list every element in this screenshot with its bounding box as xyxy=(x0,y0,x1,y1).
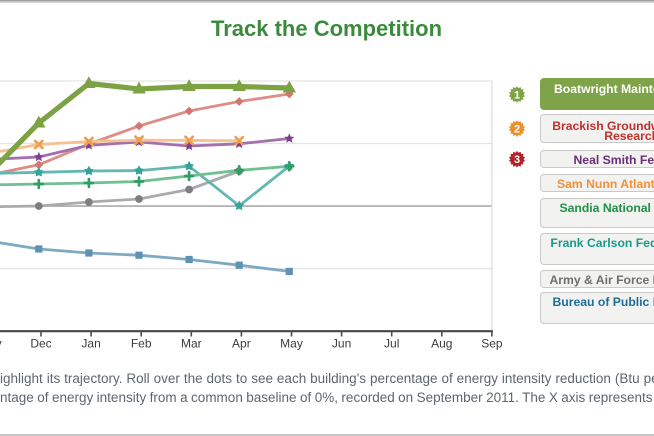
svg-text:May: May xyxy=(280,336,303,350)
svg-text:Apr: Apr xyxy=(232,336,251,350)
svg-text:3: 3 xyxy=(514,154,520,166)
svg-text:Jan: Jan xyxy=(81,336,100,350)
svg-text:2: 2 xyxy=(514,123,520,135)
svg-text:Jul: Jul xyxy=(384,336,399,350)
svg-text:Jun: Jun xyxy=(332,336,351,350)
svg-text:Nov: Nov xyxy=(0,336,2,350)
svg-text:Dec: Dec xyxy=(30,336,51,350)
svg-text:Sep: Sep xyxy=(481,336,503,350)
svg-text:Aug: Aug xyxy=(431,336,452,350)
svg-text:Feb: Feb xyxy=(131,336,152,350)
svg-text:1: 1 xyxy=(514,89,520,101)
svg-text:Mar: Mar xyxy=(181,336,202,350)
